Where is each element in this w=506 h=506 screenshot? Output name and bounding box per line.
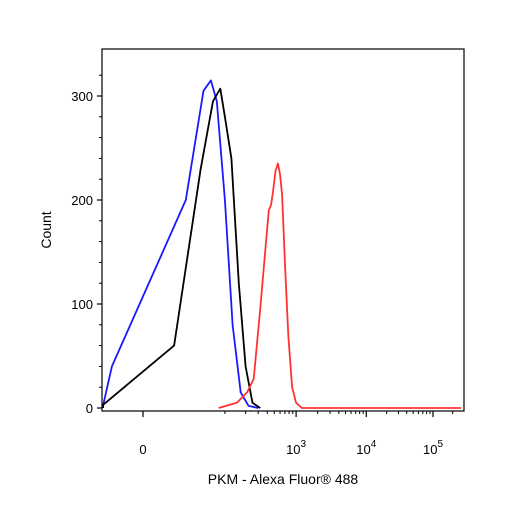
x-axis-label: PKM - Alexa Fluor® 488 <box>208 471 359 487</box>
y-tick-label: 200 <box>71 193 93 208</box>
x-tick-label: 105 <box>423 439 443 457</box>
major-ticks <box>97 95 434 417</box>
y-minor-ticks <box>99 74 102 388</box>
plot-frame <box>101 48 465 412</box>
y-tick-labels: 0 100 200 300 <box>71 89 93 416</box>
y-tick-label: 300 <box>71 89 93 104</box>
series-line-0 <box>102 79 259 409</box>
series-layer <box>102 79 462 409</box>
x-tick-label: 104 <box>356 439 376 457</box>
y-tick-label: 0 <box>86 401 93 416</box>
y-axis-label: Count <box>38 211 54 248</box>
x-tick-label: 103 <box>286 439 306 457</box>
x-minor-ticks <box>224 411 454 414</box>
series-line-2 <box>218 162 462 409</box>
y-tick-label: 100 <box>71 297 93 312</box>
x-tick-labels: 0 103 104 105 <box>139 439 443 457</box>
series-line-1 <box>102 87 261 409</box>
x-tick-label: 0 <box>139 442 146 457</box>
